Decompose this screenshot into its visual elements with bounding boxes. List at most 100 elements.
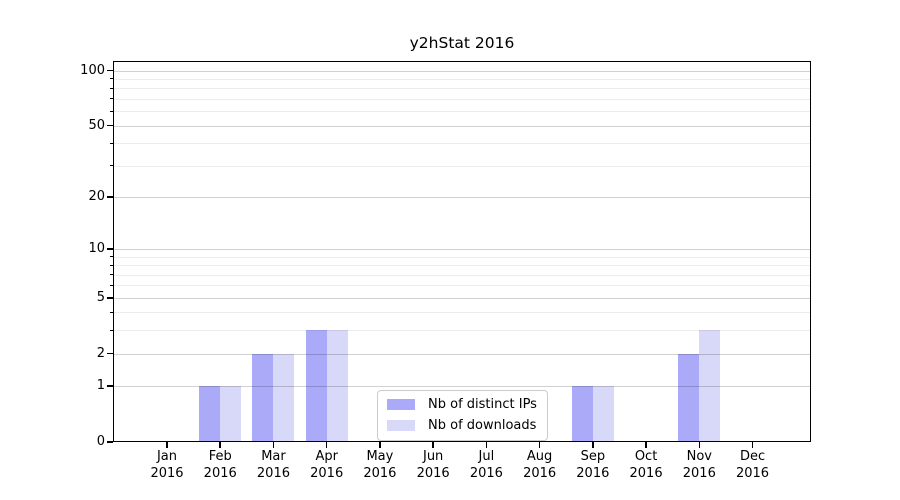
x-tick-year: 2016 bbox=[576, 465, 610, 481]
x-tick-label: Aug 2016 bbox=[500, 449, 580, 482]
x-tick-mark bbox=[325, 442, 328, 448]
x-tick-mark bbox=[379, 442, 381, 448]
minor-gridline bbox=[113, 143, 811, 145]
y-tick-label: 50 bbox=[88, 117, 105, 133]
minor-gridline bbox=[113, 78, 811, 80]
y-tick-mark bbox=[107, 352, 113, 355]
x-tick-mark bbox=[485, 442, 488, 448]
minor-gridline bbox=[113, 274, 811, 276]
x-tick-label: Sep 2016 bbox=[553, 449, 633, 482]
x-tick-month: Jul bbox=[478, 449, 495, 464]
y-tick-mark bbox=[107, 69, 113, 72]
x-tick-year: 2016 bbox=[256, 465, 290, 481]
x-tick-month: Jun bbox=[422, 449, 444, 464]
minor-gridline bbox=[113, 88, 811, 90]
major-gridline bbox=[113, 248, 811, 250]
x-tick-mark bbox=[219, 442, 222, 448]
bar-feb-ips bbox=[199, 386, 221, 442]
bar-mar-ips bbox=[252, 353, 274, 442]
y-tick-mark bbox=[107, 248, 113, 250]
legend-swatch-downloads bbox=[387, 420, 415, 431]
x-tick-mark bbox=[272, 442, 275, 448]
chart-title: y2hStat 2016 bbox=[409, 34, 515, 52]
y-minor-tick-mark bbox=[109, 284, 113, 286]
x-tick-mark bbox=[538, 442, 541, 448]
y-tick-label: 5 bbox=[96, 289, 105, 305]
x-tick-year: 2016 bbox=[682, 465, 716, 481]
x-tick-mark bbox=[751, 442, 754, 448]
y-tick-label: 0 bbox=[96, 434, 105, 449]
legend-item-distinct-ips: Nb of distinct IPs bbox=[387, 397, 537, 412]
x-tick-label: Jan 2016 bbox=[127, 449, 207, 482]
bar-apr-downloads bbox=[326, 330, 348, 442]
x-tick-month: Mar bbox=[261, 449, 286, 464]
major-gridline bbox=[113, 196, 811, 198]
y-tick-label: 20 bbox=[88, 188, 105, 204]
y-tick-mark bbox=[107, 196, 113, 198]
y-minor-tick-mark bbox=[109, 165, 113, 167]
major-gridline bbox=[113, 125, 811, 127]
legend-item-downloads: Nb of downloads bbox=[387, 418, 537, 433]
bar-nov-downloads bbox=[699, 330, 721, 442]
x-tick-mark bbox=[432, 442, 434, 448]
x-tick-year: 2016 bbox=[629, 465, 663, 481]
x-tick-mark bbox=[698, 442, 701, 448]
y-tick-label: 2 bbox=[96, 345, 105, 361]
y-tick-mark bbox=[107, 385, 113, 387]
y-minor-tick-mark bbox=[109, 142, 113, 144]
y-minor-tick-mark bbox=[109, 264, 113, 266]
y-tick-label: 1 bbox=[96, 378, 105, 394]
x-tick-year: 2016 bbox=[469, 465, 503, 481]
x-tick-label: Nov 2016 bbox=[659, 449, 739, 482]
x-tick-year: 2016 bbox=[150, 465, 184, 481]
x-tick-month: Feb bbox=[208, 449, 232, 464]
bar-nov-ips bbox=[678, 353, 700, 442]
major-gridline bbox=[113, 297, 811, 299]
x-tick-label: Oct 2016 bbox=[606, 449, 686, 482]
legend-swatch-distinct-ips bbox=[387, 399, 415, 410]
x-tick-mark bbox=[645, 442, 647, 448]
legend-label-downloads: Nb of downloads bbox=[428, 418, 537, 433]
minor-gridline bbox=[113, 285, 811, 287]
x-tick-year: 2016 bbox=[416, 465, 450, 481]
x-tick-label: Jul 2016 bbox=[446, 449, 526, 482]
x-tick-year: 2016 bbox=[735, 465, 770, 481]
x-tick-month: Jan bbox=[156, 449, 178, 464]
x-tick-label: Jun 2016 bbox=[393, 449, 473, 482]
y-minor-tick-mark bbox=[109, 78, 113, 80]
legend: Nb of distinct IPs Nb of downloads bbox=[377, 390, 548, 441]
y-minor-tick-mark bbox=[109, 98, 113, 100]
y-tick-label: 10 bbox=[88, 240, 105, 256]
x-tick-year: 2016 bbox=[310, 465, 344, 481]
minor-gridline bbox=[113, 256, 811, 258]
y-minor-tick-mark bbox=[109, 274, 113, 276]
minor-gridline bbox=[113, 111, 811, 113]
minor-gridline bbox=[113, 98, 811, 100]
x-tick-month: Apr bbox=[315, 449, 338, 464]
x-tick-month: Oct bbox=[634, 449, 658, 464]
major-gridline bbox=[113, 70, 811, 72]
bar-mar-downloads bbox=[273, 353, 295, 442]
bar-sep-ips bbox=[571, 386, 593, 442]
major-gridline bbox=[113, 353, 811, 355]
x-tick-year: 2016 bbox=[523, 465, 557, 481]
bar-apr-ips bbox=[305, 330, 327, 442]
y-tick-label: 100 bbox=[80, 62, 105, 78]
x-tick-label: Dec 2016 bbox=[713, 449, 793, 482]
x-tick-label: Apr 2016 bbox=[287, 449, 367, 482]
major-gridline bbox=[113, 386, 811, 388]
y-minor-tick-mark bbox=[109, 256, 113, 258]
y-minor-tick-mark bbox=[109, 87, 113, 89]
minor-gridline bbox=[113, 312, 811, 314]
bar-sep-downloads bbox=[592, 386, 614, 442]
x-tick-month: Dec bbox=[739, 449, 766, 464]
x-tick-label: Feb 2016 bbox=[180, 449, 260, 482]
x-tick-mark bbox=[592, 442, 594, 448]
y-tick-mark bbox=[107, 124, 113, 127]
x-tick-month: May bbox=[366, 449, 394, 464]
minor-gridline bbox=[113, 165, 811, 167]
x-tick-mark bbox=[166, 442, 168, 448]
x-tick-month: Nov bbox=[686, 449, 712, 464]
bar-feb-downloads bbox=[220, 386, 242, 442]
